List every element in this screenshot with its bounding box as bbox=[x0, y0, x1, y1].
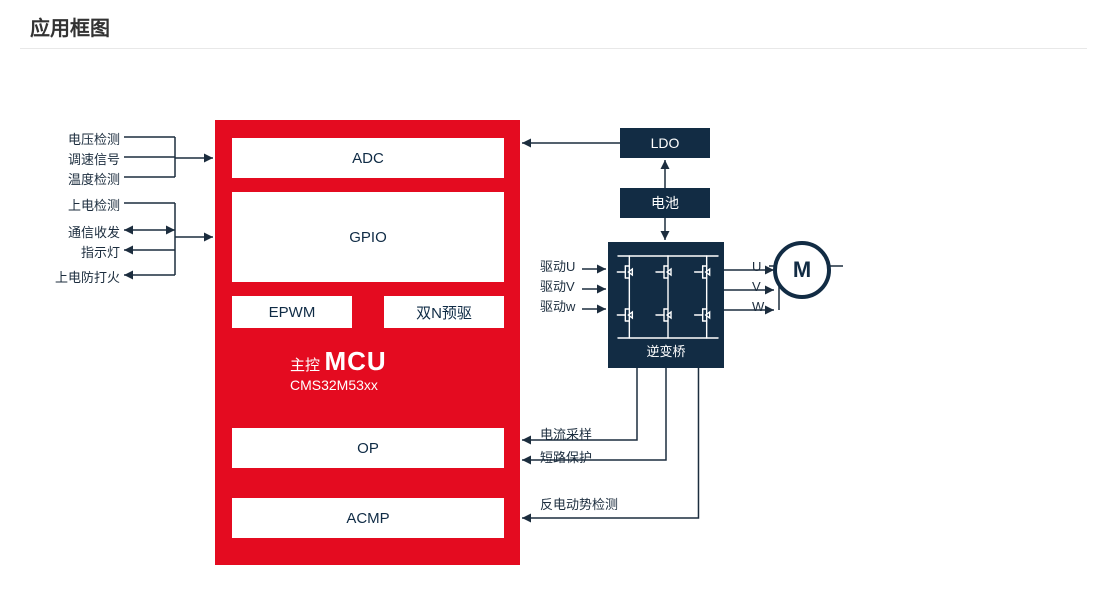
diagram-stage: ADC GPIO EPWM 双N预驱 OP ACMP 主控 MCU CMS32M… bbox=[0, 60, 1107, 602]
feedback-label-1: 短路保护 bbox=[540, 447, 592, 466]
mcu-title-big: MCU bbox=[324, 346, 386, 376]
mcu-acmp-block: ACMP bbox=[232, 498, 504, 538]
left-signal-6: 上电防打火 bbox=[55, 267, 120, 286]
mcu-op-block: OP bbox=[232, 428, 504, 468]
mcu-title-prefix: 主控 bbox=[290, 357, 320, 374]
motor-icon: M bbox=[773, 241, 831, 299]
inverter-block: 逆变桥 bbox=[608, 242, 724, 368]
phase-label-2: W bbox=[752, 299, 764, 314]
left-signal-5: 指示灯 bbox=[81, 242, 120, 261]
page-title: 应用框图 bbox=[30, 12, 110, 41]
left-signal-3: 上电检测 bbox=[68, 195, 120, 214]
mcu-title: 主控 MCU CMS32M53xx bbox=[290, 346, 387, 393]
mcu-epwm-block: EPWM bbox=[232, 296, 352, 328]
left-signal-1: 调速信号 bbox=[68, 149, 120, 168]
inverter-label: 逆变桥 bbox=[610, 341, 722, 360]
left-signal-0: 电压检测 bbox=[68, 129, 120, 148]
mcu-subtitle: CMS32M53xx bbox=[290, 377, 387, 393]
battery-block: 电池 bbox=[620, 188, 710, 218]
drive-label-0: 驱动U bbox=[540, 256, 575, 275]
left-signal-2: 温度检测 bbox=[68, 169, 120, 188]
mcu-gpio-block: GPIO bbox=[232, 192, 504, 282]
wiring-layer bbox=[0, 60, 1107, 602]
ldo-block: LDO bbox=[620, 128, 710, 158]
phase-label-0: U bbox=[752, 259, 761, 274]
feedback-label-2: 反电动势检测 bbox=[540, 494, 618, 513]
drive-label-1: 驱动V bbox=[540, 276, 575, 295]
feedback-label-0: 电流采样 bbox=[540, 424, 592, 443]
mcu-adc-block: ADC bbox=[232, 138, 504, 178]
phase-label-1: V bbox=[752, 279, 761, 294]
left-signal-4: 通信收发 bbox=[68, 222, 120, 241]
drive-label-2: 驱动w bbox=[540, 296, 575, 315]
title-divider bbox=[20, 48, 1087, 49]
mcu-npre-block: 双N预驱 bbox=[384, 296, 504, 328]
